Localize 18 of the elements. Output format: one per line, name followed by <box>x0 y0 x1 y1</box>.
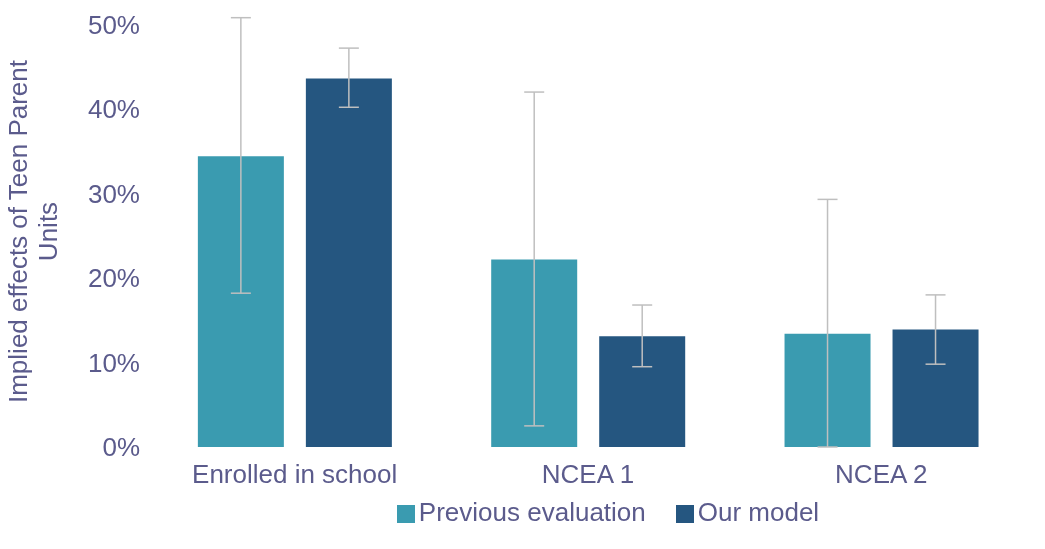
y-tick-label: 50% <box>87 9 140 40</box>
y-tick-label: 0% <box>102 432 140 463</box>
y-axis-title: Implied effects of Teen Parent Units <box>3 59 63 404</box>
x-tick-label: NCEA 1 <box>541 459 635 490</box>
bar <box>491 259 578 447</box>
bar <box>784 333 871 447</box>
y-tick-label: 20% <box>87 263 140 294</box>
bar <box>892 329 979 447</box>
bar <box>197 156 284 447</box>
y-tick-label: 40% <box>87 94 140 125</box>
y-tick-label: 10% <box>87 347 140 378</box>
bar <box>599 336 686 447</box>
legend-label: Our model <box>697 497 820 527</box>
bar <box>305 78 392 447</box>
x-tick-label: Enrolled in school <box>192 459 398 490</box>
y-tick-label: 30% <box>87 178 140 209</box>
x-tick-label: NCEA 2 <box>835 459 928 490</box>
legend-label: Previous evaluation <box>418 497 646 527</box>
